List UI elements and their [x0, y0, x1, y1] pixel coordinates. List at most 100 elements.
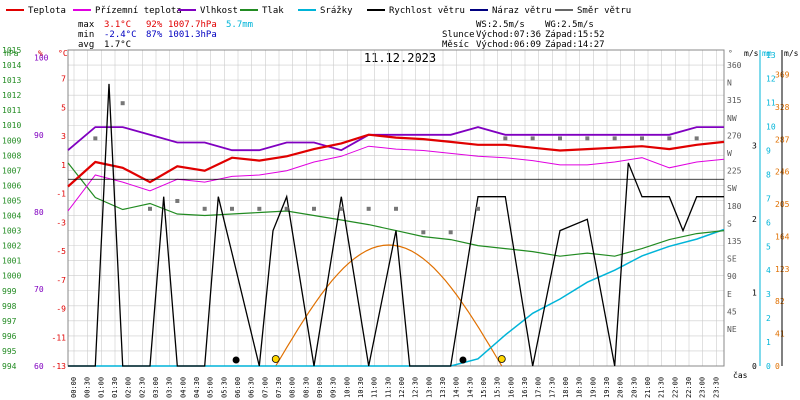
- stats-min-temp: -2.4°C: [104, 30, 137, 40]
- pressure-tick: 1010: [2, 121, 21, 130]
- wind-direction-point: [284, 206, 289, 211]
- stats-min-label: min: [78, 30, 94, 40]
- wind-direction-point: [202, 206, 207, 211]
- wind-direction-point: [667, 136, 672, 141]
- direction-tick: 225: [727, 167, 742, 176]
- pressure-tick: 997: [2, 317, 17, 326]
- sunrise-marker: [271, 355, 280, 363]
- pressure-tick: 1008: [2, 151, 21, 160]
- pressure-tick: 1012: [2, 91, 21, 100]
- sun-tick: 82: [775, 297, 785, 306]
- pressure-tick: 1013: [2, 76, 21, 85]
- x-tick: 08:00: [289, 377, 297, 398]
- stats-avg-label: avg: [78, 40, 94, 50]
- wind-direction-point: [448, 230, 453, 235]
- legend-label-3: Tlak: [262, 6, 284, 16]
- direction-tick: SW: [727, 184, 737, 193]
- direction-tick: NE: [727, 325, 737, 334]
- legend-label-5: Rychlost větru: [389, 6, 465, 16]
- direction-axis-label: °: [728, 49, 733, 58]
- wind-direction-point: [257, 206, 262, 211]
- x-tick: 17:30: [548, 377, 556, 398]
- x-tick: 11:00: [371, 377, 379, 398]
- direction-tick: 270: [727, 131, 742, 140]
- x-tick: 14:30: [466, 377, 474, 398]
- temperature-tick: 5: [61, 103, 66, 112]
- temperature-tick: -7: [56, 276, 66, 285]
- pressure-axis-label: hPa: [4, 49, 19, 58]
- temperature-tick: 7: [61, 75, 66, 84]
- x-tick: 06:30: [248, 377, 256, 398]
- x-tick: 20:00: [617, 377, 625, 398]
- pressure-tick: 1014: [2, 61, 21, 70]
- x-tick: 02:30: [138, 377, 146, 398]
- direction-tick: 180: [727, 202, 742, 211]
- pressure-tick: 1001: [2, 257, 21, 266]
- direction-tick: N: [727, 79, 732, 88]
- x-tick: 09:00: [316, 377, 324, 398]
- direction-tick: E: [727, 290, 732, 299]
- temperature-tick: 1: [61, 161, 66, 170]
- wind-tick: 0: [752, 362, 757, 371]
- temperature-tick: -11: [52, 333, 67, 342]
- sun-tick: 0: [775, 362, 780, 371]
- x-tick: 01:00: [97, 377, 105, 398]
- stats-block: max 3.1°C 92% 1007.7hPa 5.7mm min -2.4°C…: [78, 20, 253, 50]
- stats-max-rain: 5.7mm: [226, 20, 253, 30]
- x-tick: 03:00: [152, 377, 160, 398]
- info-moon-label: Měsíc: [442, 40, 469, 50]
- wind-direction-point: [366, 206, 371, 211]
- x-tick: 04:30: [193, 377, 201, 398]
- pressure-tick: 1002: [2, 242, 21, 251]
- chart-series: [67, 83, 725, 367]
- info-moon-set: Západ:14:27: [545, 40, 605, 50]
- x-tick: 19:30: [603, 377, 611, 398]
- temperature-axis-label: °C: [58, 49, 68, 58]
- direction-tick: 135: [727, 237, 742, 246]
- info-wg: WG:2.5m/s: [545, 20, 594, 30]
- x-tick: 19:00: [589, 377, 597, 398]
- rain-tick: 2: [766, 314, 771, 323]
- x-tick: 18:30: [576, 377, 584, 398]
- wind-direction-point: [394, 206, 398, 211]
- series-wind-line: [68, 83, 724, 367]
- x-tick: 12:30: [412, 377, 420, 398]
- stats-max-temp: 3.1°C: [104, 20, 131, 30]
- rain-tick: 4: [766, 266, 771, 275]
- temperature-tick: -1: [56, 190, 66, 199]
- x-tick: 20:30: [630, 377, 638, 398]
- series-temp-line: [67, 133, 725, 188]
- x-tick: 05:30: [220, 377, 228, 398]
- legend-label-4: Srážky: [320, 6, 353, 16]
- x-tick: 02:00: [125, 377, 133, 398]
- pressure-tick: 1005: [2, 196, 21, 205]
- wind-direction-point: [530, 136, 535, 141]
- pressure-tick: 996: [2, 332, 17, 341]
- direction-tick: S: [727, 219, 732, 228]
- x-tick: 00:00: [70, 377, 78, 398]
- x-tick: 14:00: [453, 377, 461, 398]
- x-tick: 17:00: [535, 377, 543, 398]
- humidity-tick: 90: [34, 131, 44, 140]
- pressure-tick: 998: [2, 302, 17, 311]
- rain-tick: 13: [766, 51, 776, 60]
- wind-direction-point: [503, 136, 508, 141]
- pressure-tick: 1015: [2, 46, 21, 55]
- rain-tick: 1: [766, 338, 771, 347]
- pressure-tick: 994: [2, 362, 17, 371]
- sun-tick: 41: [775, 330, 785, 339]
- x-tick: 03:30: [166, 377, 174, 398]
- x-tick: 21:00: [644, 377, 652, 398]
- legend-label-1: Přízemní teplota: [95, 6, 182, 16]
- direction-tick: NW: [727, 114, 737, 123]
- stats-max-hum: 92%: [146, 20, 163, 30]
- wind-direction-point: [312, 206, 316, 211]
- rain-axis-label: mm: [762, 49, 772, 58]
- stats-avg-temp: 1.7°C: [104, 40, 131, 50]
- rain-tick: 0: [766, 362, 771, 371]
- x-tick: 23:00: [699, 377, 707, 398]
- x-tick: 15:30: [494, 377, 502, 398]
- wind-direction-point: [585, 136, 590, 141]
- humidity-tick: 80: [34, 208, 44, 217]
